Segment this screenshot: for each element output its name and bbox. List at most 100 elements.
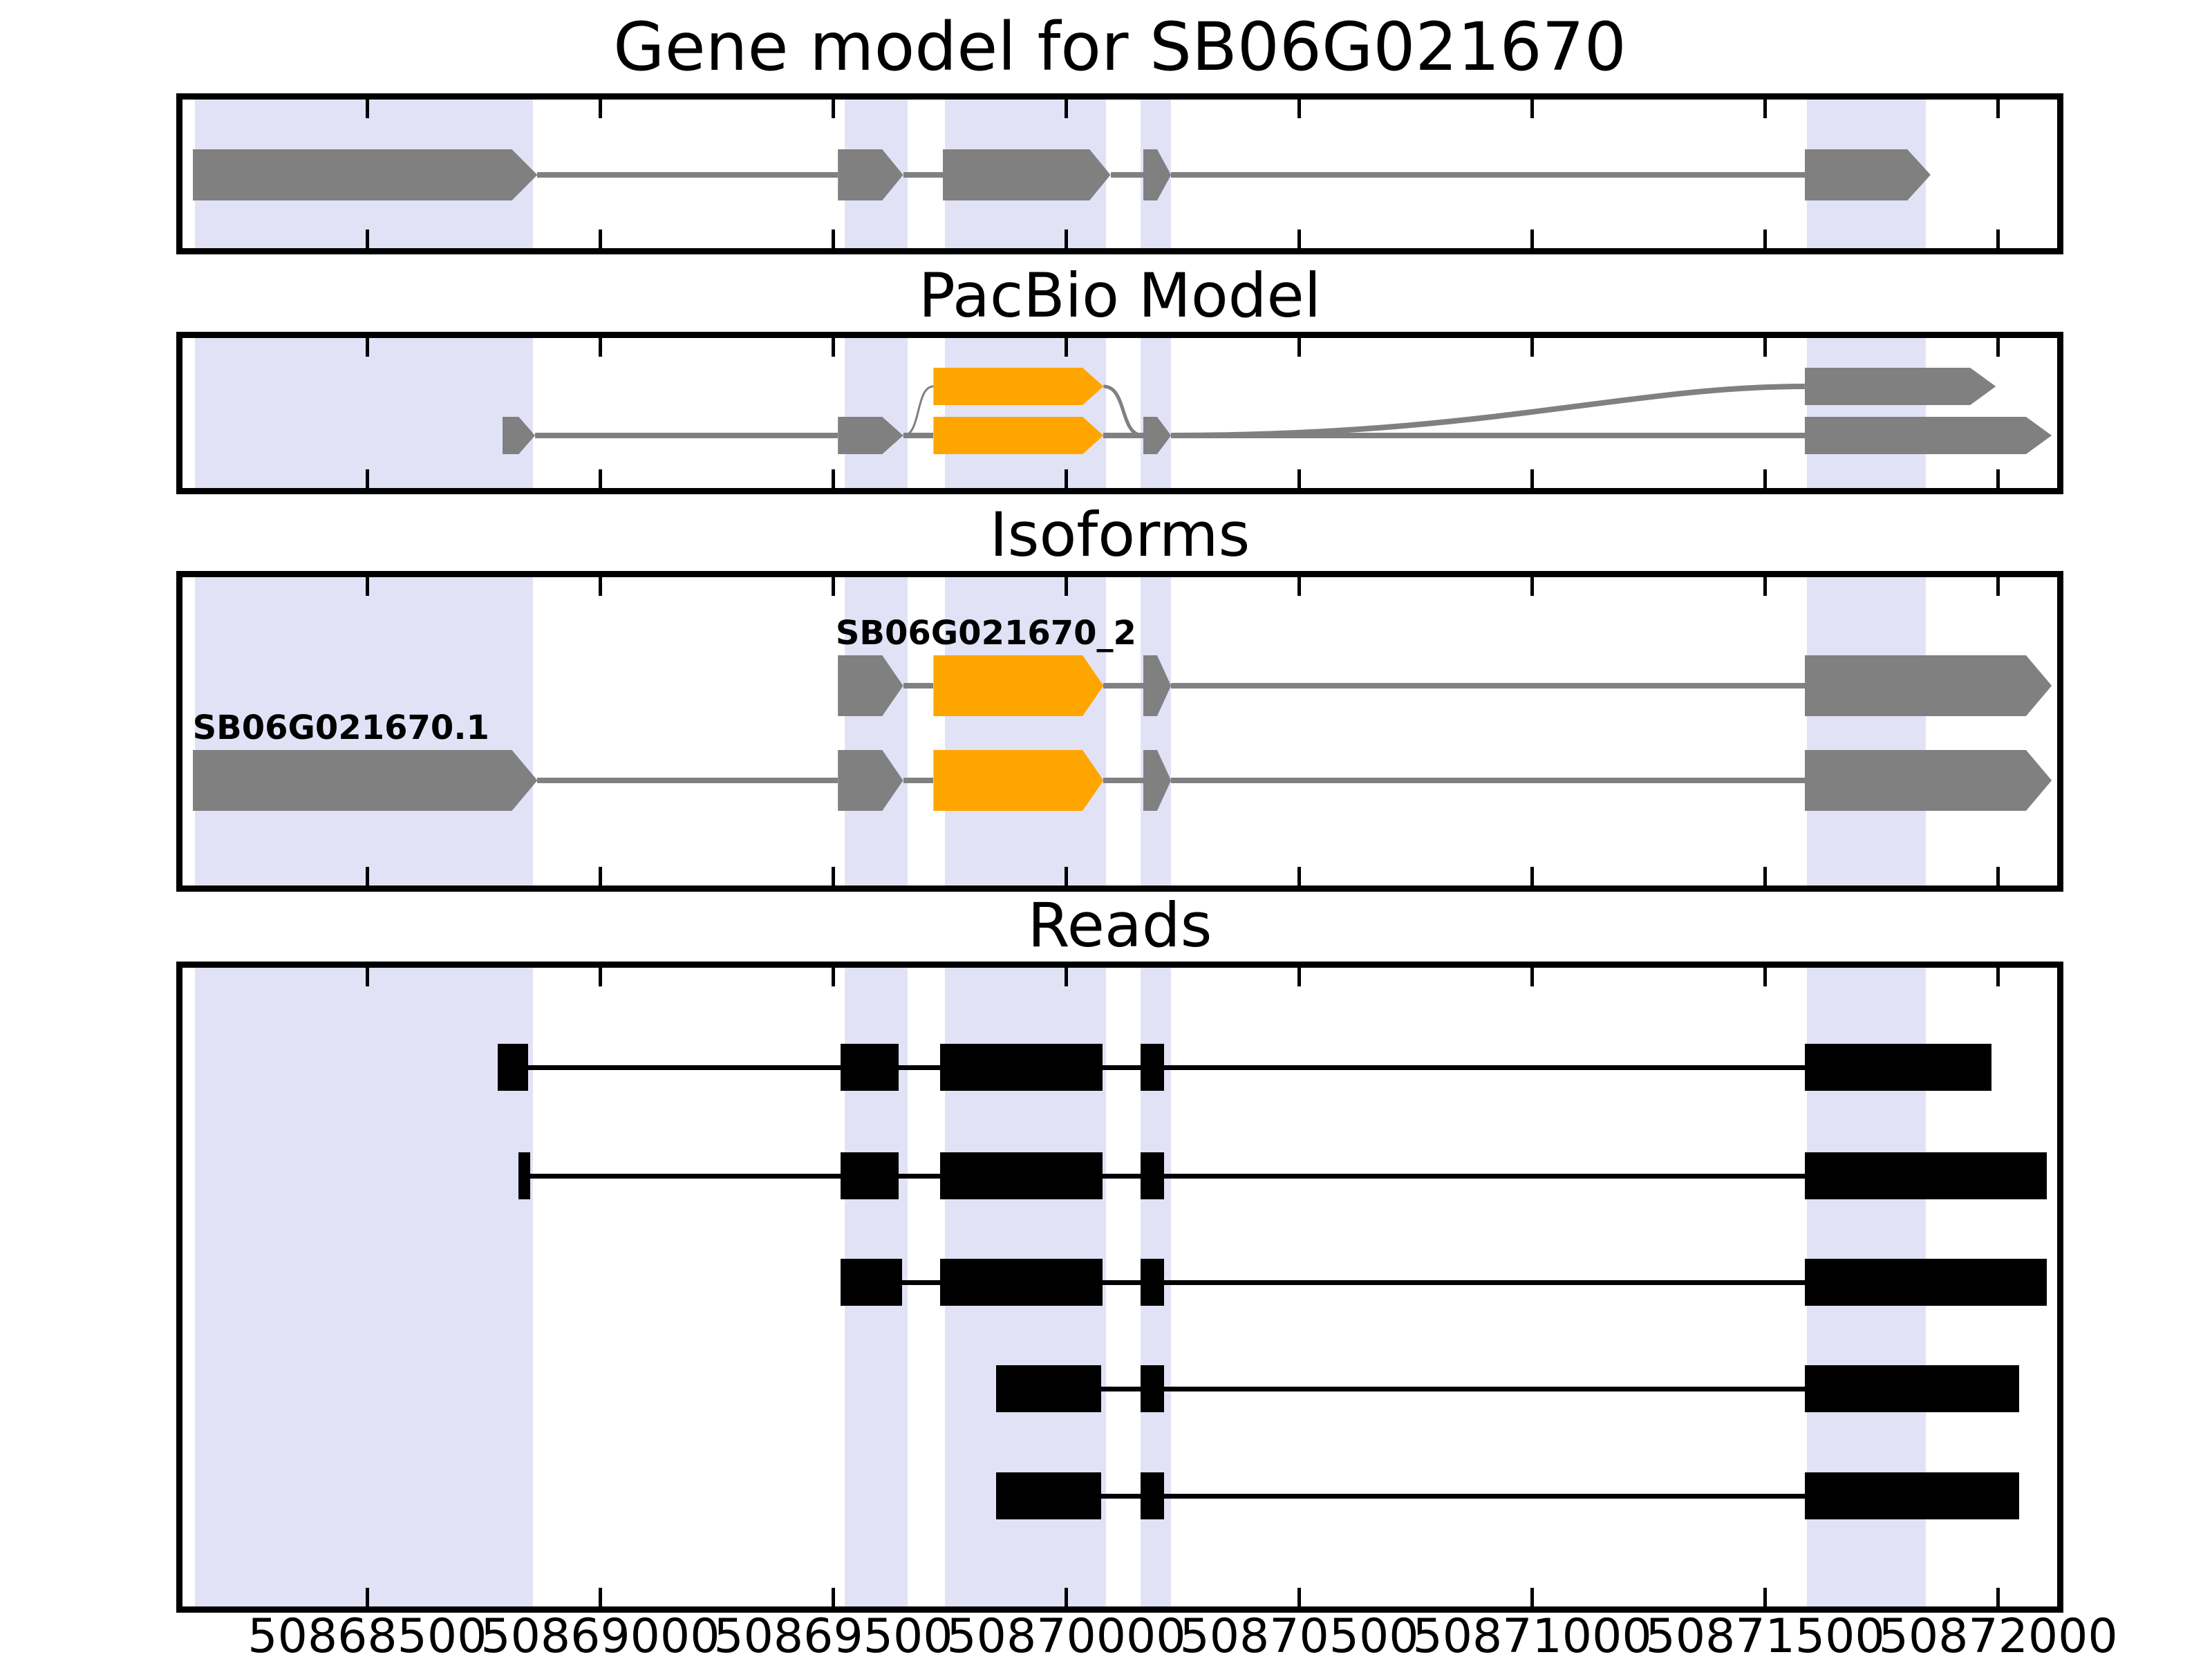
read-gap-line: [902, 1280, 941, 1285]
reads-title: Reads: [1027, 890, 1212, 961]
exon-gray: [942, 149, 1111, 200]
axis-tick: [1996, 469, 2000, 488]
axis-tick-label: 50870000: [946, 1609, 1186, 1659]
axis-tick: [365, 867, 369, 885]
plot-area: [182, 968, 2057, 1606]
highlight-band: [1807, 338, 1927, 488]
axis-tick: [831, 100, 835, 118]
axis-tick: [598, 968, 602, 986]
intron-line: [537, 778, 838, 783]
axis-tick: [598, 867, 602, 885]
splice-curves: [903, 384, 1805, 438]
panel-pacbio-model: [176, 332, 2063, 494]
read-gap-line: [1103, 1065, 1141, 1070]
axis-tick: [1530, 968, 1535, 986]
axis-tick: [598, 338, 602, 357]
axis-tick-label: 50871000: [1412, 1609, 1652, 1659]
read-block: [1141, 1044, 1165, 1091]
axis-tick-label: 50870500: [1179, 1609, 1419, 1659]
axis-tick: [831, 338, 835, 357]
exon-gray: [192, 149, 538, 200]
axis-tick: [1763, 338, 1768, 357]
intron-line: [903, 683, 934, 688]
axis-tick: [1297, 100, 1302, 118]
axis-tick: [365, 338, 369, 357]
intron-line: [1103, 433, 1143, 438]
read-block: [1804, 1152, 2047, 1199]
axis-tick: [1530, 867, 1535, 885]
read-block: [1804, 1365, 2019, 1412]
axis-tick-label: 50869500: [713, 1609, 953, 1659]
exon-orange: [933, 655, 1104, 716]
read-block: [1804, 1044, 1991, 1091]
axis-tick: [1297, 229, 1302, 248]
axis-tick: [831, 229, 835, 248]
isoforms-title: Isoforms: [989, 499, 1250, 570]
axis-tick: [1530, 229, 1535, 248]
splice-curve: [1171, 384, 1805, 438]
axis-tick: [1530, 338, 1535, 357]
axis-tick: [1297, 968, 1302, 986]
panel-isoforms: SB06G021670_2 SB06G021670.1: [176, 571, 2063, 892]
isoform-label: SB06G021670.1: [192, 709, 489, 747]
axis-tick: [1297, 867, 1302, 885]
axis-tick-label: 50872000: [1878, 1609, 2118, 1659]
read-block: [1804, 1472, 2019, 1519]
axis-tick: [1064, 867, 1068, 885]
axis-tick: [1996, 229, 2000, 248]
read-block: [940, 1259, 1103, 1306]
axis-tick: [1996, 867, 2000, 885]
read-block: [1141, 1365, 1165, 1412]
figure-title: Gene model for SB06G021670: [613, 8, 1627, 86]
plot-area: [182, 338, 2057, 488]
isoform-label: SB06G021670_2: [835, 614, 1136, 653]
axis-tick: [598, 1588, 602, 1606]
panel-gene-model: [176, 93, 2063, 254]
axis-tick: [831, 577, 835, 596]
axis-tick: [598, 229, 602, 248]
axis-tick: [1064, 100, 1068, 118]
read-gap-line: [1103, 1280, 1141, 1285]
axis-tick: [1064, 469, 1068, 488]
read-gap-line: [527, 1065, 841, 1070]
highlight-band: [194, 577, 533, 885]
axis-tick: [1763, 100, 1768, 118]
intron-line: [537, 172, 838, 178]
axis-tick: [1297, 338, 1302, 357]
highlight-band: [194, 338, 533, 488]
splice-curve: [903, 385, 934, 437]
axis-tick: [1530, 469, 1535, 488]
axis-tick: [1297, 469, 1302, 488]
axis-tick-label: 50868500: [247, 1609, 487, 1659]
axis-tick: [1996, 338, 2000, 357]
axis-tick: [1763, 577, 1768, 596]
highlight-band: [194, 968, 533, 1606]
read-gap-line: [898, 1173, 941, 1179]
exon-gray: [1804, 368, 1996, 405]
axis-tick: [1763, 469, 1768, 488]
intron-line: [1171, 172, 1805, 178]
axis-tick: [1996, 1588, 2000, 1606]
axis-tick: [598, 100, 602, 118]
axis-tick: [365, 229, 369, 248]
read-gap-line: [1103, 1173, 1141, 1179]
exon-orange: [933, 417, 1104, 454]
axis-tick: [1763, 867, 1768, 885]
read-block: [1141, 1259, 1165, 1306]
highlight-band: [945, 577, 1106, 885]
axis-tick: [1064, 968, 1068, 986]
axis-tick: [831, 867, 835, 885]
read-block: [940, 1152, 1103, 1199]
axis-tick: [1064, 229, 1068, 248]
axis-tick: [1530, 577, 1535, 596]
axis-tick: [1064, 577, 1068, 596]
axis-tick-label: 50869000: [480, 1609, 720, 1659]
exon-orange: [933, 750, 1104, 811]
axis-tick: [598, 469, 602, 488]
x-axis: 50868500 50869000 50869500 50870000 50870500…: [176, 1609, 2117, 1659]
axis-tick: [1996, 100, 2000, 118]
read-block: [996, 1472, 1102, 1519]
pacbio-model-title: PacBio Model: [918, 260, 1322, 331]
read-block: [996, 1365, 1102, 1412]
read-block: [518, 1152, 531, 1199]
